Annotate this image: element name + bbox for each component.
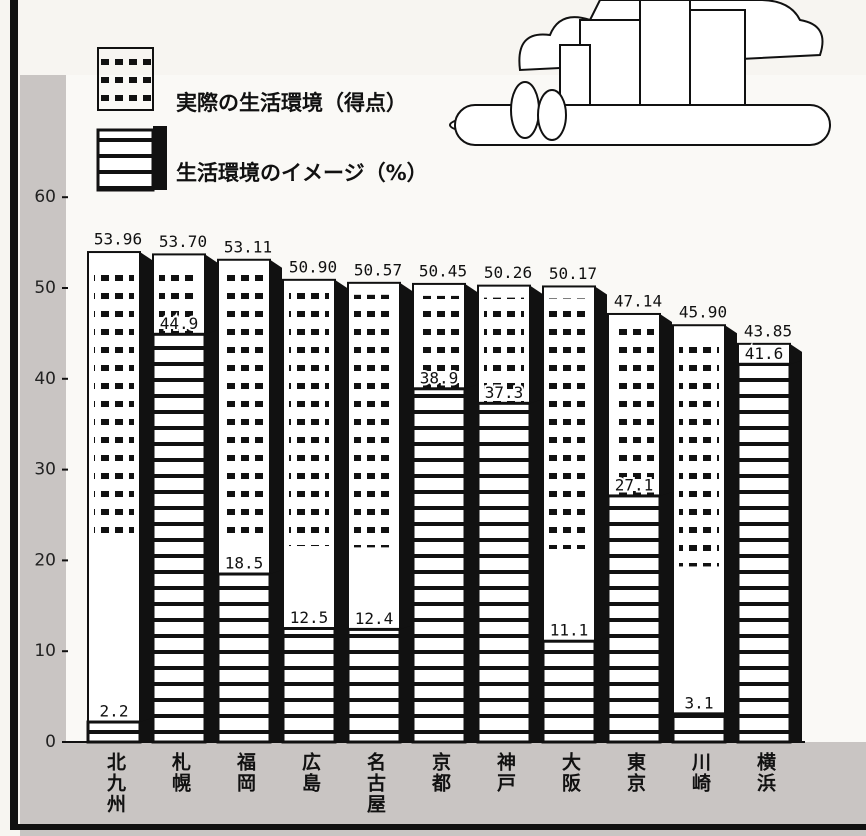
value-label: 27.1: [615, 475, 654, 494]
bar-side: [400, 625, 412, 742]
value-label: 50.45: [419, 261, 467, 280]
x-tick-label: 東京: [624, 751, 646, 794]
x-tick-label: 名古屋: [364, 751, 386, 815]
bar-side: [270, 570, 282, 742]
x-tick-label: 神戸: [494, 751, 516, 794]
bar-windows: [679, 337, 719, 567]
value-label: 3.1: [685, 693, 714, 712]
bar-side: [790, 360, 802, 742]
bar: [151, 332, 207, 744]
legend-swatch: [97, 47, 154, 111]
value-label: 18.5: [225, 554, 264, 573]
frame-left: [10, 0, 18, 830]
value-label: 38.9: [420, 368, 459, 387]
legend-label: 生活環境のイメージ（%）: [176, 161, 428, 185]
bar-side: [140, 252, 152, 742]
y-tick-label: 60: [34, 187, 56, 207]
value-label: 45.90: [679, 303, 727, 322]
bar-windows: [354, 294, 394, 548]
y-tick-label: 0: [45, 732, 56, 752]
frame-bottom: [10, 824, 866, 830]
bar: [541, 639, 597, 744]
legend-swatch-side: [153, 126, 167, 190]
y-tick-label: 40: [34, 369, 56, 389]
bar-side: [725, 709, 737, 742]
bar: [346, 627, 402, 744]
value-label: 50.90: [289, 257, 337, 276]
bar-side: [465, 384, 477, 742]
legend: 実際の生活環境（得点） 生活環境のイメージ（%）: [96, 47, 428, 192]
value-label: 2.2: [100, 702, 129, 721]
value-label: 47.14: [614, 291, 662, 310]
bar-side: [140, 718, 152, 742]
value-label: 43.85: [744, 321, 792, 340]
value-label: 50.26: [484, 263, 532, 282]
bar-side: [205, 330, 217, 742]
bar-side: [530, 399, 542, 742]
bar: [476, 401, 532, 744]
x-tick-label: 京都: [429, 751, 452, 794]
value-label: 50.17: [549, 264, 597, 283]
x-tick-label: 大阪: [559, 751, 581, 794]
bar-windows: [224, 271, 264, 537]
bar: [281, 627, 337, 744]
bar-side: [595, 286, 607, 742]
bar-side: [725, 325, 737, 742]
bar-windows: [94, 264, 134, 534]
y-tick-label: 10: [34, 641, 56, 661]
value-label: 12.4: [355, 609, 394, 628]
bar-windows: [549, 298, 589, 550]
bar-windows: [289, 291, 329, 547]
legend-label: 実際の生活環境（得点）: [176, 91, 407, 115]
value-label: 53.11: [224, 237, 272, 256]
y-tick-label: 30: [34, 460, 56, 480]
x-tick-label: 北九州: [104, 752, 127, 815]
value-label: 41.6: [745, 344, 784, 363]
value-label: 53.70: [159, 232, 207, 251]
legend-swatch: [96, 128, 155, 192]
bar: [606, 494, 662, 744]
y-tick-label: 50: [34, 278, 56, 298]
x-tick-label: 横浜: [754, 751, 776, 794]
bar-side: [660, 491, 672, 742]
x-tick-label: 福岡: [234, 751, 257, 794]
bar: [411, 387, 467, 744]
value-label: 11.1: [550, 621, 589, 640]
bar: [216, 572, 272, 744]
bar: [736, 362, 792, 744]
bar: [671, 712, 727, 744]
y-tick-label: 20: [34, 550, 56, 570]
value-label: 50.57: [354, 260, 402, 279]
bar: [86, 720, 142, 744]
legend-swatch-outline: [97, 47, 154, 111]
value-label: 53.96: [94, 230, 142, 249]
value-label: 44.9: [160, 314, 199, 333]
illustration: [449, 0, 831, 146]
x-tick-label: 川崎: [689, 752, 712, 794]
bar-side: [595, 637, 607, 742]
x-tick-label: 札幌: [169, 751, 192, 794]
value-label: 37.3: [485, 383, 524, 402]
bar-side: [335, 624, 347, 742]
value-label: 12.5: [290, 608, 329, 627]
x-tick-label: 広島: [299, 751, 321, 794]
